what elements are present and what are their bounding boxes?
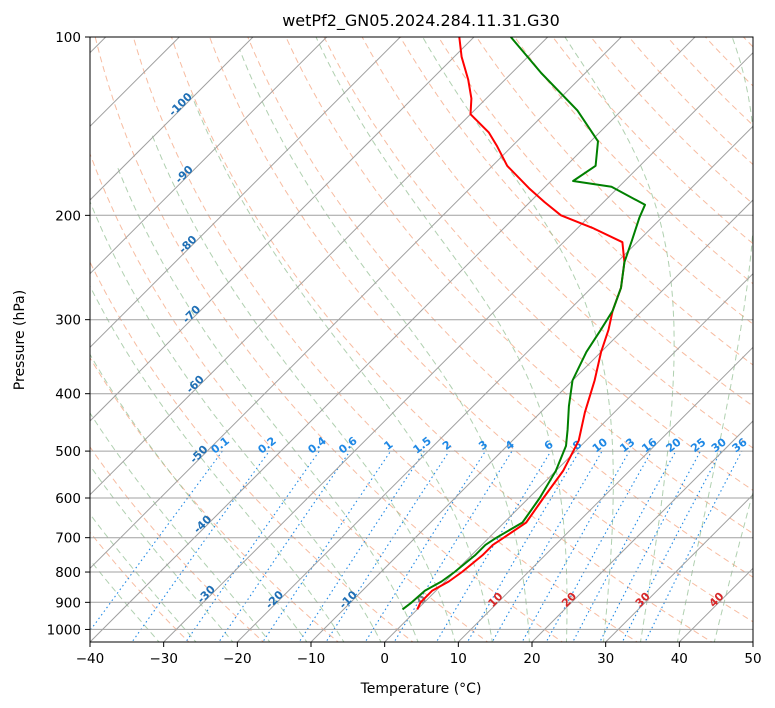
mixing-ratio-line — [325, 450, 450, 642]
y-tick-label: 800 — [55, 565, 81, 581]
isotherm-line — [752, 641, 753, 642]
moist-adiabat — [90, 412, 271, 642]
dry-adiabat — [771, 26, 775, 644]
profile-series — [401, 37, 646, 611]
isotherm-line — [605, 493, 753, 642]
dry-adiabat — [132, 37, 638, 642]
y-tick-label: 400 — [55, 387, 81, 403]
dry-adiabat — [90, 446, 265, 642]
y-tick-label: 100 — [55, 30, 81, 46]
dry-adiabat — [90, 260, 414, 642]
mixing-ratio-line — [521, 450, 630, 642]
isotherm-line — [531, 420, 753, 642]
mixing-ratio-line — [435, 450, 552, 642]
isotherm-line — [310, 199, 753, 642]
dry-adiabat — [475, 37, 753, 325]
isotherm-line — [90, 37, 254, 201]
dewpoint-profile — [401, 37, 646, 611]
y-tick-label: 900 — [55, 595, 81, 611]
dry-adiabat — [590, 37, 753, 205]
moist-adiabat — [90, 513, 197, 642]
mixing-ratio-line — [644, 450, 743, 642]
isotherm-line — [163, 51, 753, 642]
dry-adiabat — [209, 37, 753, 623]
mixing-ratio-line — [393, 450, 513, 642]
dry-adiabat — [399, 37, 753, 407]
mixing-ratio-line — [621, 450, 722, 642]
isotherm-line — [90, 37, 622, 570]
dry-adiabat — [247, 37, 753, 578]
isotherm-line — [236, 125, 753, 642]
isotherm-line — [90, 37, 475, 422]
dry-adiabat — [628, 37, 753, 166]
x-tick-label: 0 — [380, 651, 389, 667]
x-tick-label: 50 — [744, 651, 761, 667]
x-tick-label: 30 — [597, 651, 614, 667]
mixing-ratio-line — [218, 450, 351, 642]
x-tick-label: −10 — [297, 651, 326, 667]
x-tick-label: −20 — [223, 651, 252, 667]
moist-adiabat — [90, 285, 345, 642]
moist-adiabat — [90, 200, 382, 642]
y-tick-label: 500 — [55, 444, 81, 460]
dry-adiabat — [514, 37, 753, 285]
mixing-ratio-line — [298, 450, 425, 642]
moist-adiabat — [116, 165, 419, 642]
moist-adiabat — [150, 132, 456, 642]
isotherm-line — [90, 37, 549, 496]
isotherm-line — [90, 37, 328, 275]
y-axis: 100 200 300 400 500 600 700 800 900 1000 — [47, 30, 90, 638]
y-tick-label: 600 — [55, 491, 81, 507]
y-axis-label: Pressure (hPa) — [12, 290, 28, 390]
moist-adiabat — [90, 464, 234, 642]
x-tick-label: −30 — [149, 651, 178, 667]
isotherm-line — [90, 37, 696, 642]
chart-title: wetPf2_GN05.2024.284.11.31.G30 — [282, 11, 560, 31]
dry-adiabat — [90, 356, 339, 642]
x-tick-label: −40 — [76, 651, 105, 667]
mixing-ratio-line — [90, 450, 223, 632]
dry-adiabat — [437, 37, 753, 366]
moist-adiabat — [90, 353, 308, 642]
isotherm-line — [457, 346, 753, 642]
x-axis: −40 −30 −20 −10 0 10 20 30 40 50 — [76, 642, 762, 667]
temperature-profile — [416, 37, 626, 610]
dry-adiabat — [94, 37, 564, 642]
grid-lines — [90, 37, 753, 642]
x-axis-label: Temperature (°C) — [360, 681, 482, 697]
y-tick-label: 700 — [55, 531, 81, 547]
moist-adiabat — [190, 94, 493, 642]
x-tick-label: 20 — [523, 651, 540, 667]
plot-frame — [89, 36, 754, 643]
plot-background — [90, 37, 753, 642]
y-tick-label: 200 — [55, 208, 81, 224]
isotherm-line — [90, 37, 401, 349]
x-tick-label: 10 — [450, 651, 467, 667]
dry-adiabat — [285, 37, 753, 535]
isotherm-line — [384, 272, 753, 642]
y-tick-label: 1000 — [47, 622, 81, 638]
moist-adiabat — [90, 559, 160, 642]
y-tick-label: 300 — [55, 313, 81, 329]
dry-adiabat — [361, 37, 753, 449]
x-tick-label: 40 — [671, 651, 688, 667]
